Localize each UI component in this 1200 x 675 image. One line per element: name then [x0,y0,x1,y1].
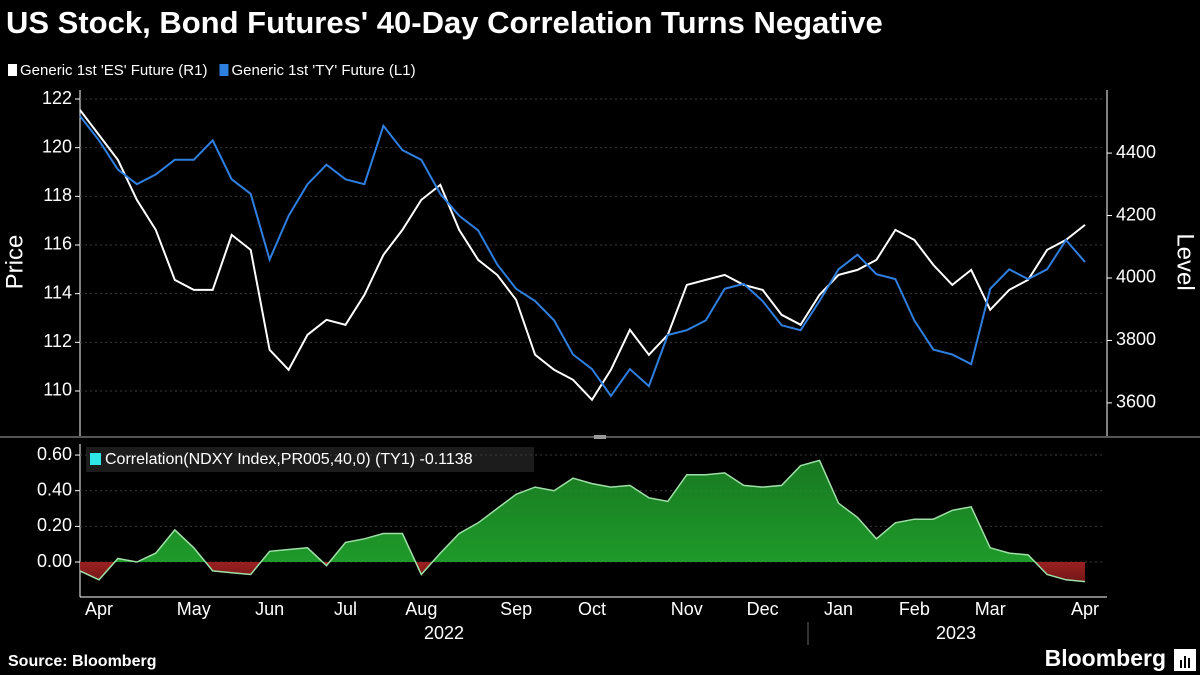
x-tick-label: Apr [85,599,113,619]
y2-tick-label: 4200 [1116,204,1156,224]
x-tick-label: Aug [405,599,437,619]
series-line [79,115,1086,398]
y-tick-label: 0.40 [37,479,72,499]
y-tick-label: 120 [42,136,72,156]
y2-tick-label: 3600 [1116,392,1156,412]
brand: Bloomberg [1045,645,1166,671]
area-outline [79,459,1086,583]
x-tick-label: Jan [824,599,853,619]
x-tick-label: Sep [500,599,532,619]
y2-tick-label: 4000 [1116,267,1156,287]
brand-icon-bar [1188,658,1190,668]
legend-box [86,447,534,472]
y-tick-label: 118 [43,185,72,205]
x-tick-label: Feb [899,599,930,619]
legend-swatch [219,64,229,76]
y-tick-label: 110 [43,380,72,400]
series-line [79,109,1086,402]
y-tick-label: 122 [42,88,72,108]
x-tick-label: Oct [578,599,606,619]
x-group-label: 2022 [424,623,464,643]
y-tick-label: 116 [43,234,72,254]
legend-swatch [8,64,17,76]
area-fill [80,460,1085,582]
y2-tick-label: 4400 [1116,142,1156,162]
x-tick-label: Dec [747,599,779,619]
legend-label: Correlation(NDXY Index,PR005,40,0) (TY1)… [105,451,473,468]
brand-icon-bar [1184,656,1186,668]
y2-axis-title: Level [1172,233,1199,290]
x-tick-label: Jun [255,599,284,619]
y-tick-label: 114 [43,282,72,302]
legend-swatch [90,453,101,465]
x-tick-label: Jul [334,599,357,619]
x-tick-label: Mar [975,599,1006,619]
legend-label: Generic 1st 'ES' Future (R1) [20,62,207,79]
y-tick-label: 0.60 [37,444,72,464]
chart-title: US Stock, Bond Futures' 40-Day Correlati… [6,5,883,40]
x-tick-label: Nov [671,599,703,619]
x-tick-label: May [177,599,211,619]
legend-label: Generic 1st 'TY' Future (L1) [231,62,415,79]
y-axis-title: Price [1,235,28,290]
brand-icon-bar [1180,660,1182,668]
x-group-label: 2023 [936,623,976,643]
y-tick-label: 0.20 [37,515,72,535]
y-tick-label: 0.00 [37,551,72,571]
y-tick-label: 112 [43,331,72,351]
y2-tick-label: 3800 [1116,329,1156,349]
x-tick-label: Apr [1071,599,1099,619]
source: Source: Bloomberg [8,653,156,670]
